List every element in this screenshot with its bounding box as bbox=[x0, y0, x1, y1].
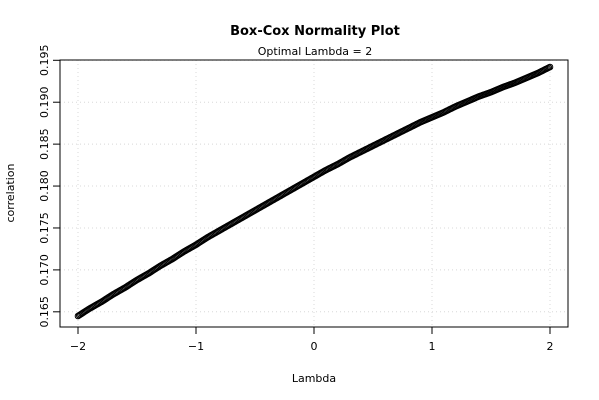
x-tick-label: 0 bbox=[311, 340, 318, 353]
data-points bbox=[74, 63, 554, 320]
y-tick-label: 0.195 bbox=[38, 45, 51, 77]
y-tick-label: 0.190 bbox=[38, 86, 51, 118]
chart-title: Box-Cox Normality Plot bbox=[230, 24, 400, 39]
y-tick-label: 0.175 bbox=[38, 212, 51, 244]
y-tick-label: 0.180 bbox=[38, 170, 51, 202]
x-axis-label: Lambda bbox=[292, 372, 336, 385]
y-axis-label: correlation bbox=[4, 163, 17, 222]
x-tick-label: −2 bbox=[70, 340, 86, 353]
x-tick-label: 1 bbox=[429, 340, 436, 353]
chart-subtitle: Optimal Lambda = 2 bbox=[258, 45, 373, 58]
y-tick-label: 0.165 bbox=[38, 296, 51, 328]
data-point bbox=[546, 63, 554, 71]
y-tick-label: 0.170 bbox=[38, 254, 51, 286]
x-tick-label: 2 bbox=[547, 340, 554, 353]
y-tick-label: 0.185 bbox=[38, 128, 51, 160]
y-axis: 0.165 0.170 0.175 0.180 0.185 0.190 0.195 bbox=[38, 45, 61, 328]
grid-lines bbox=[60, 59, 568, 327]
x-axis: −2 −1 0 1 2 bbox=[70, 326, 554, 353]
x-tick-label: −1 bbox=[188, 340, 204, 353]
